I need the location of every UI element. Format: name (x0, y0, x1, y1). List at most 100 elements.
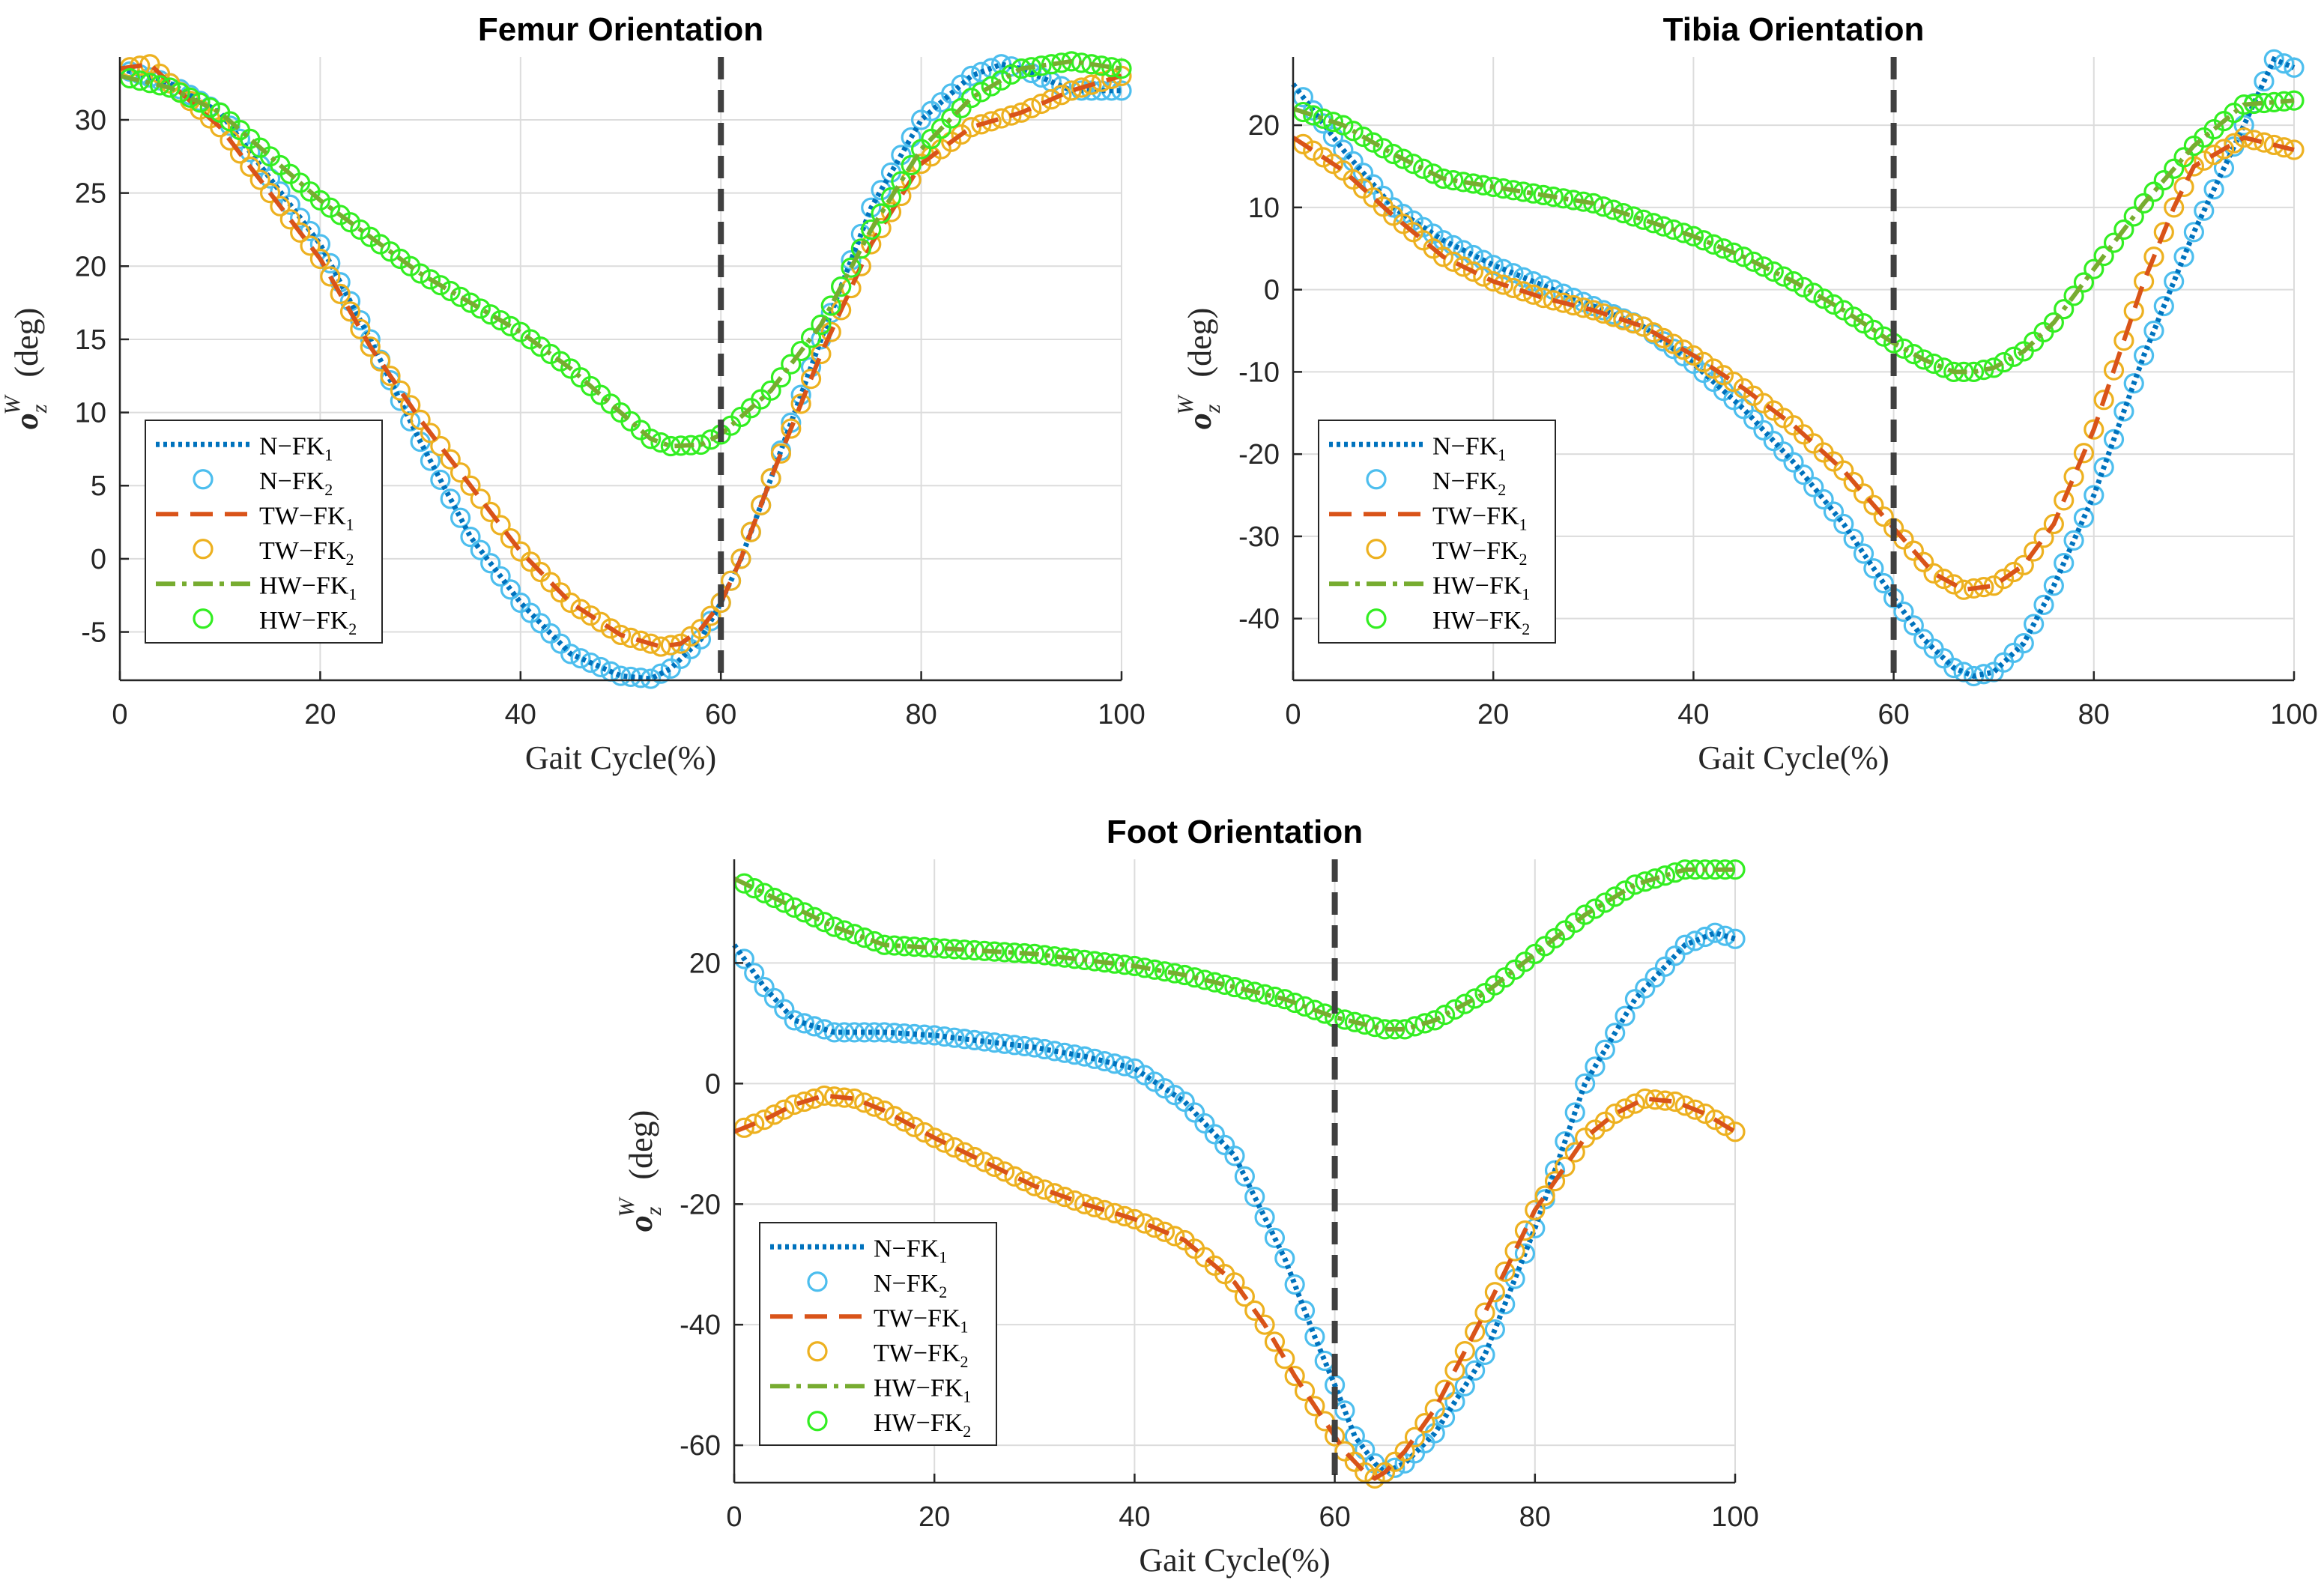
tw-fk2-point (1164, 1226, 1185, 1247)
n-fk2-point (901, 127, 922, 148)
tw-fk2-point (490, 515, 511, 536)
tw-fk2-point (1031, 93, 1052, 115)
legend-label: TW−FK1 (874, 1304, 969, 1336)
tw-fk2-point (2213, 139, 2235, 160)
tw-fk2-point (400, 395, 421, 416)
n-fk2-point (2254, 70, 2275, 92)
y-tick-label: 20 (75, 251, 106, 282)
n-fk2-point (290, 208, 311, 228)
tw-fk2-point (800, 369, 822, 390)
hw-fk2-point (1322, 112, 1344, 133)
legend-label-sub: 1 (346, 515, 354, 533)
n-fk2-point (1352, 163, 1374, 184)
tw-fk2-point (740, 521, 761, 542)
hw-fk2-point (179, 87, 201, 108)
n-fk2-point (1124, 1058, 1146, 1079)
hw-fk2-point (2063, 285, 2084, 306)
tw-fk2-point (1124, 1208, 1146, 1229)
n-fk2-point (2024, 614, 2045, 635)
n-fk2-point (2284, 57, 2305, 78)
legend-label-sub: 2 (1498, 480, 1506, 499)
tw-fk2-point (1071, 77, 1092, 98)
hw-fk2-point (1424, 1010, 1445, 1031)
n-fk2-point (1264, 1227, 1286, 1248)
hw-fk2-point (1575, 904, 1596, 925)
tw-fk2-point (1084, 1196, 1105, 1217)
hw-fk2-point (1743, 251, 1764, 272)
n-fk2-point (560, 644, 581, 665)
ylabel-base: o (1181, 413, 1218, 429)
hw-fk2-point (2073, 272, 2095, 293)
legend-label-sub: 2 (939, 1283, 947, 1301)
hw-fk2-point (641, 429, 662, 450)
n-fk2-point (1803, 476, 1824, 497)
n-fk2-point (1903, 615, 1924, 636)
hw-fk2-point (831, 276, 852, 297)
legend-box (759, 1222, 997, 1446)
tw-fk2-point (450, 462, 471, 483)
tw-fk2-point (751, 494, 772, 515)
n-fk2-point (1322, 126, 1344, 148)
n-fk2-point (1564, 1102, 1585, 1123)
hw-fk2-point (1363, 132, 1384, 153)
legend-marker (193, 469, 214, 490)
hw-fk2-point (500, 315, 521, 336)
n-fk2-point (309, 234, 330, 255)
femur-grid (119, 57, 1122, 680)
hw-fk2-point (1893, 338, 1914, 359)
tw-fk2-point (874, 1100, 895, 1122)
n-fk2-point (2073, 507, 2095, 528)
n-fk2-point (1474, 1344, 1495, 1366)
hw-fk2-point (1763, 261, 1784, 282)
tw-fk2-point (1483, 271, 1504, 292)
n-fk2-point (610, 665, 632, 686)
tw-fk2-point (1903, 540, 1924, 561)
hw-fk2-point (1352, 126, 1374, 148)
y-tick-label: -20 (680, 1189, 721, 1220)
tw-fk2-point (1434, 1379, 1456, 1400)
y-tick-label: -60 (680, 1430, 721, 1462)
hw-fk2-point (800, 327, 822, 348)
tw-fk2-point (470, 488, 491, 509)
legend-label-sub: 2 (346, 550, 354, 569)
legend-label-base: HW−FK (874, 1374, 963, 1402)
tw-fk2-point (500, 527, 521, 549)
tw-fk2-point (1615, 1098, 1635, 1119)
tw-fk2-point (1703, 358, 1724, 379)
n-fk2-point (2183, 222, 2204, 243)
n-fk2-point (1893, 601, 1914, 623)
hw-fk2-point (440, 280, 461, 302)
tw-fk2-point (1224, 1272, 1245, 1293)
femur-chart-title: Femur Orientation (478, 11, 763, 48)
tw-fk2-point (1294, 1381, 1316, 1402)
tw-fk2-point (2153, 222, 2174, 243)
hw-fk2-point (2054, 299, 2075, 320)
hw-fk2-point (814, 912, 835, 933)
tw-fk2-point (990, 108, 1012, 129)
tw-fk2-point (690, 619, 712, 640)
tw-fk2-point (1503, 277, 1524, 299)
hw-fk2-point (763, 887, 785, 909)
hw-fk2-point (1624, 874, 1645, 895)
hw-fk2-point (1783, 271, 1804, 292)
hw-fk2-point (820, 295, 841, 316)
tibia-x-axis-label: Gait Cycle(%) (1698, 739, 1889, 776)
tibia-hw-fk1-line (1292, 98, 2295, 375)
tw-fk2-point (1091, 71, 1112, 92)
hw-fk2-point (971, 82, 992, 103)
n-fk2-point (804, 1016, 825, 1037)
tw-fk2-point (1723, 371, 1744, 393)
hw-fk2-point (169, 82, 190, 103)
hw-fk2-point (1833, 300, 1854, 321)
tw-fk2-point (793, 1091, 815, 1113)
legend-label: HW−FK1 (874, 1374, 971, 1405)
n-fk2-point (1413, 217, 1434, 237)
legend-item-hw-fk1: HW−FK1 (1329, 572, 1530, 603)
legend-label-base: N−FK (259, 432, 325, 460)
y-tick-label: 15 (75, 324, 106, 356)
hw-fk2-point (901, 154, 922, 176)
tw-fk2-point (1653, 327, 1674, 348)
hw-fk2-point (871, 203, 892, 224)
legend-item-n-fk2: N−FK2 (807, 1270, 947, 1301)
tw-fk2-point (1454, 1340, 1475, 1362)
